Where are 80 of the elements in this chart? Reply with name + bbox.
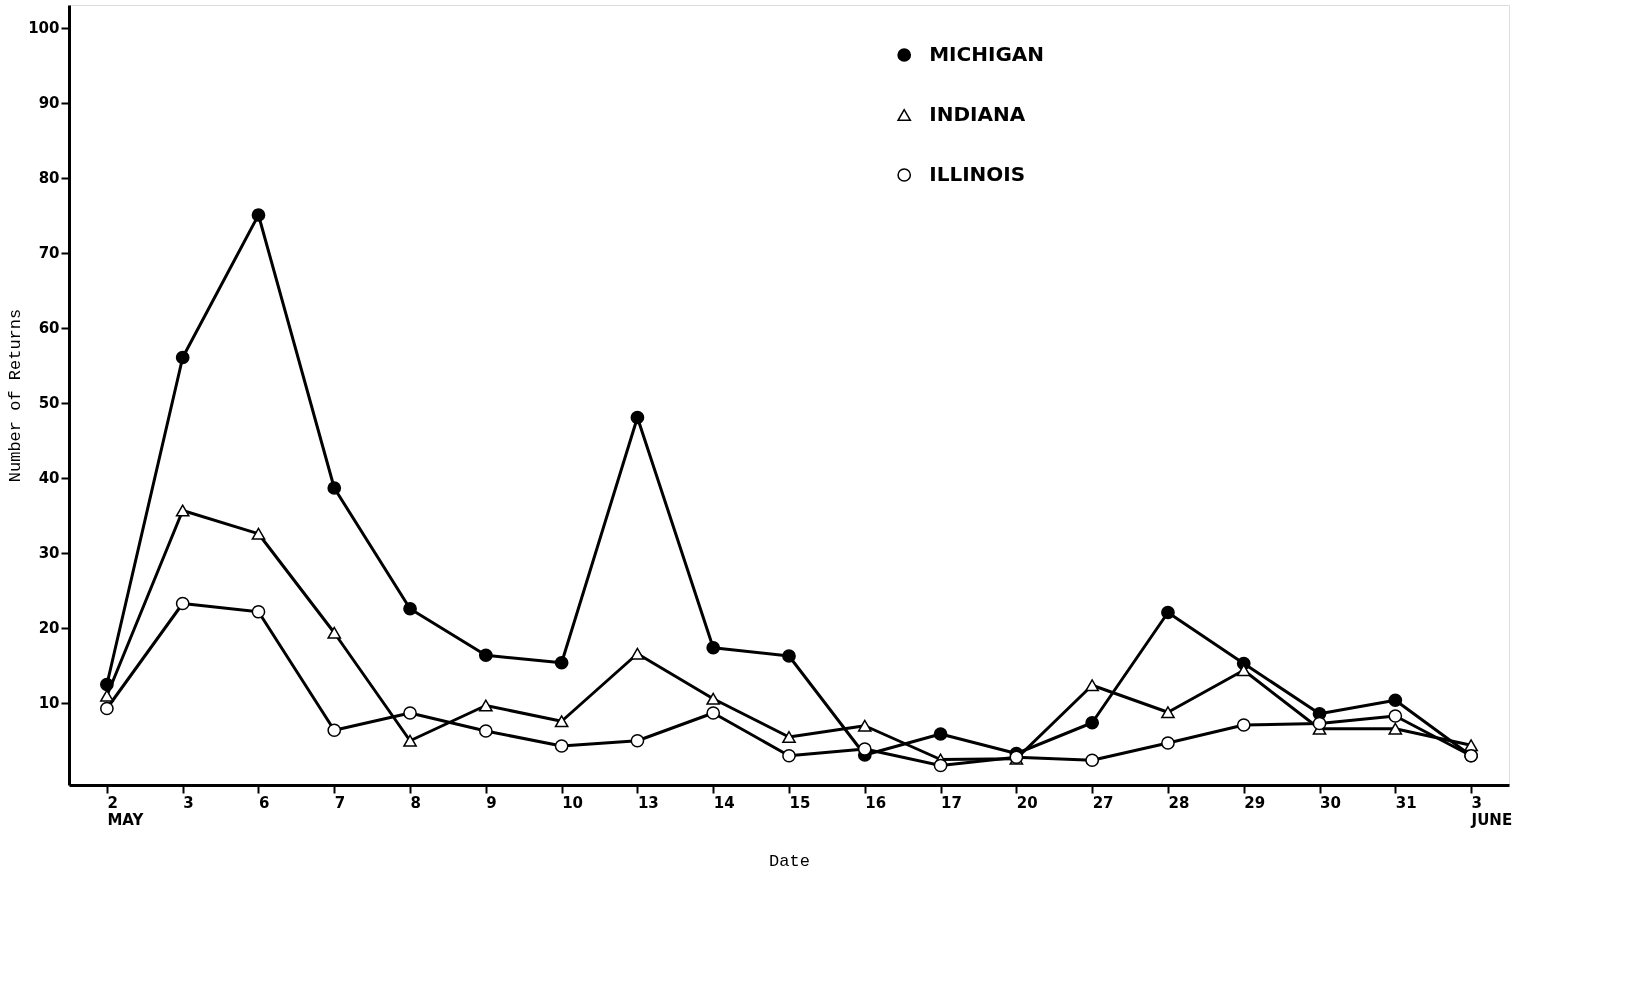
- point: [403, 601, 417, 616]
- point: [630, 647, 645, 660]
- x-tick-label: 7: [334, 793, 346, 812]
- y-tick-label: 30: [38, 544, 60, 562]
- point: [403, 706, 417, 720]
- x-tick-label: 15: [789, 793, 811, 812]
- point: [100, 701, 114, 716]
- x-axis-title: Date: [769, 851, 810, 871]
- point: [327, 481, 342, 495]
- point: [1161, 736, 1175, 750]
- point: [175, 504, 190, 517]
- x-tick-label: 17: [941, 793, 962, 812]
- point: [1388, 693, 1403, 708]
- point: [403, 734, 417, 747]
- x-tick-label: 13: [637, 793, 659, 812]
- point: [782, 748, 796, 763]
- point: [327, 626, 342, 639]
- point: [1085, 715, 1100, 730]
- point: [933, 758, 948, 773]
- point: [706, 640, 721, 655]
- point: [478, 724, 493, 738]
- x-tick-label: 3: [183, 793, 194, 812]
- x-tick-label: 9: [486, 793, 497, 812]
- x-tick-label: 14: [713, 793, 735, 812]
- point: [251, 208, 266, 222]
- x-tick-label: 2 MAY: [107, 793, 145, 829]
- y-tick-label: 60: [38, 319, 60, 337]
- x-tick-label: 20: [1016, 793, 1038, 812]
- point: [782, 730, 796, 744]
- point: [327, 723, 342, 738]
- point: [1085, 753, 1100, 768]
- y-axis-title: Number of Returns: [6, 308, 26, 483]
- point: [857, 719, 872, 732]
- point: [175, 596, 190, 611]
- point: [175, 350, 190, 365]
- point: [554, 655, 569, 670]
- point: [630, 733, 645, 748]
- point: [1085, 679, 1100, 692]
- legend-label: INDIANA: [929, 102, 1026, 126]
- point: [100, 677, 114, 692]
- x-tick-label: 8: [410, 793, 421, 812]
- point: [1388, 722, 1403, 735]
- point: [1236, 718, 1251, 732]
- x-tick-label: 31: [1395, 793, 1417, 812]
- point: [782, 649, 796, 663]
- point: [1161, 605, 1175, 620]
- x-tick-label: 6: [258, 793, 270, 812]
- y-tick-label: 20: [38, 619, 60, 637]
- y-tick-label: 10: [38, 694, 60, 712]
- point: [1161, 706, 1175, 719]
- y-tick-label: 50: [38, 394, 60, 412]
- x-tick-label: 29: [1244, 793, 1266, 812]
- x-tick-label: 10: [562, 793, 584, 812]
- point: [857, 742, 872, 756]
- point: [1312, 716, 1327, 731]
- x-tick-label: 27: [1092, 793, 1114, 812]
- x-tick-label: 28: [1168, 793, 1190, 812]
- point: [478, 648, 493, 663]
- x-tick-label: 3 JUNE: [1470, 793, 1513, 829]
- point: [706, 692, 721, 705]
- y-tick-label: 100: [28, 19, 60, 37]
- point: [1236, 664, 1251, 677]
- y-tick-label: 40: [38, 469, 60, 487]
- point: [706, 706, 721, 720]
- point: [251, 604, 266, 619]
- point: [1388, 709, 1403, 723]
- point: [554, 715, 569, 728]
- x-tick-label: 16: [865, 793, 887, 812]
- y-tick-label: 70: [38, 244, 60, 262]
- legend-label: MICHIGAN: [929, 42, 1045, 66]
- point: [630, 410, 645, 425]
- point: [933, 727, 948, 741]
- x-tick-label: 30: [1320, 793, 1341, 812]
- point: [478, 699, 493, 712]
- y-tick-label: 80: [38, 169, 60, 187]
- y-tick-label: 90: [38, 94, 60, 112]
- legend-label: ILLINOIS: [929, 162, 1026, 186]
- point: [251, 527, 266, 540]
- point: [100, 689, 114, 702]
- point: [554, 739, 569, 753]
